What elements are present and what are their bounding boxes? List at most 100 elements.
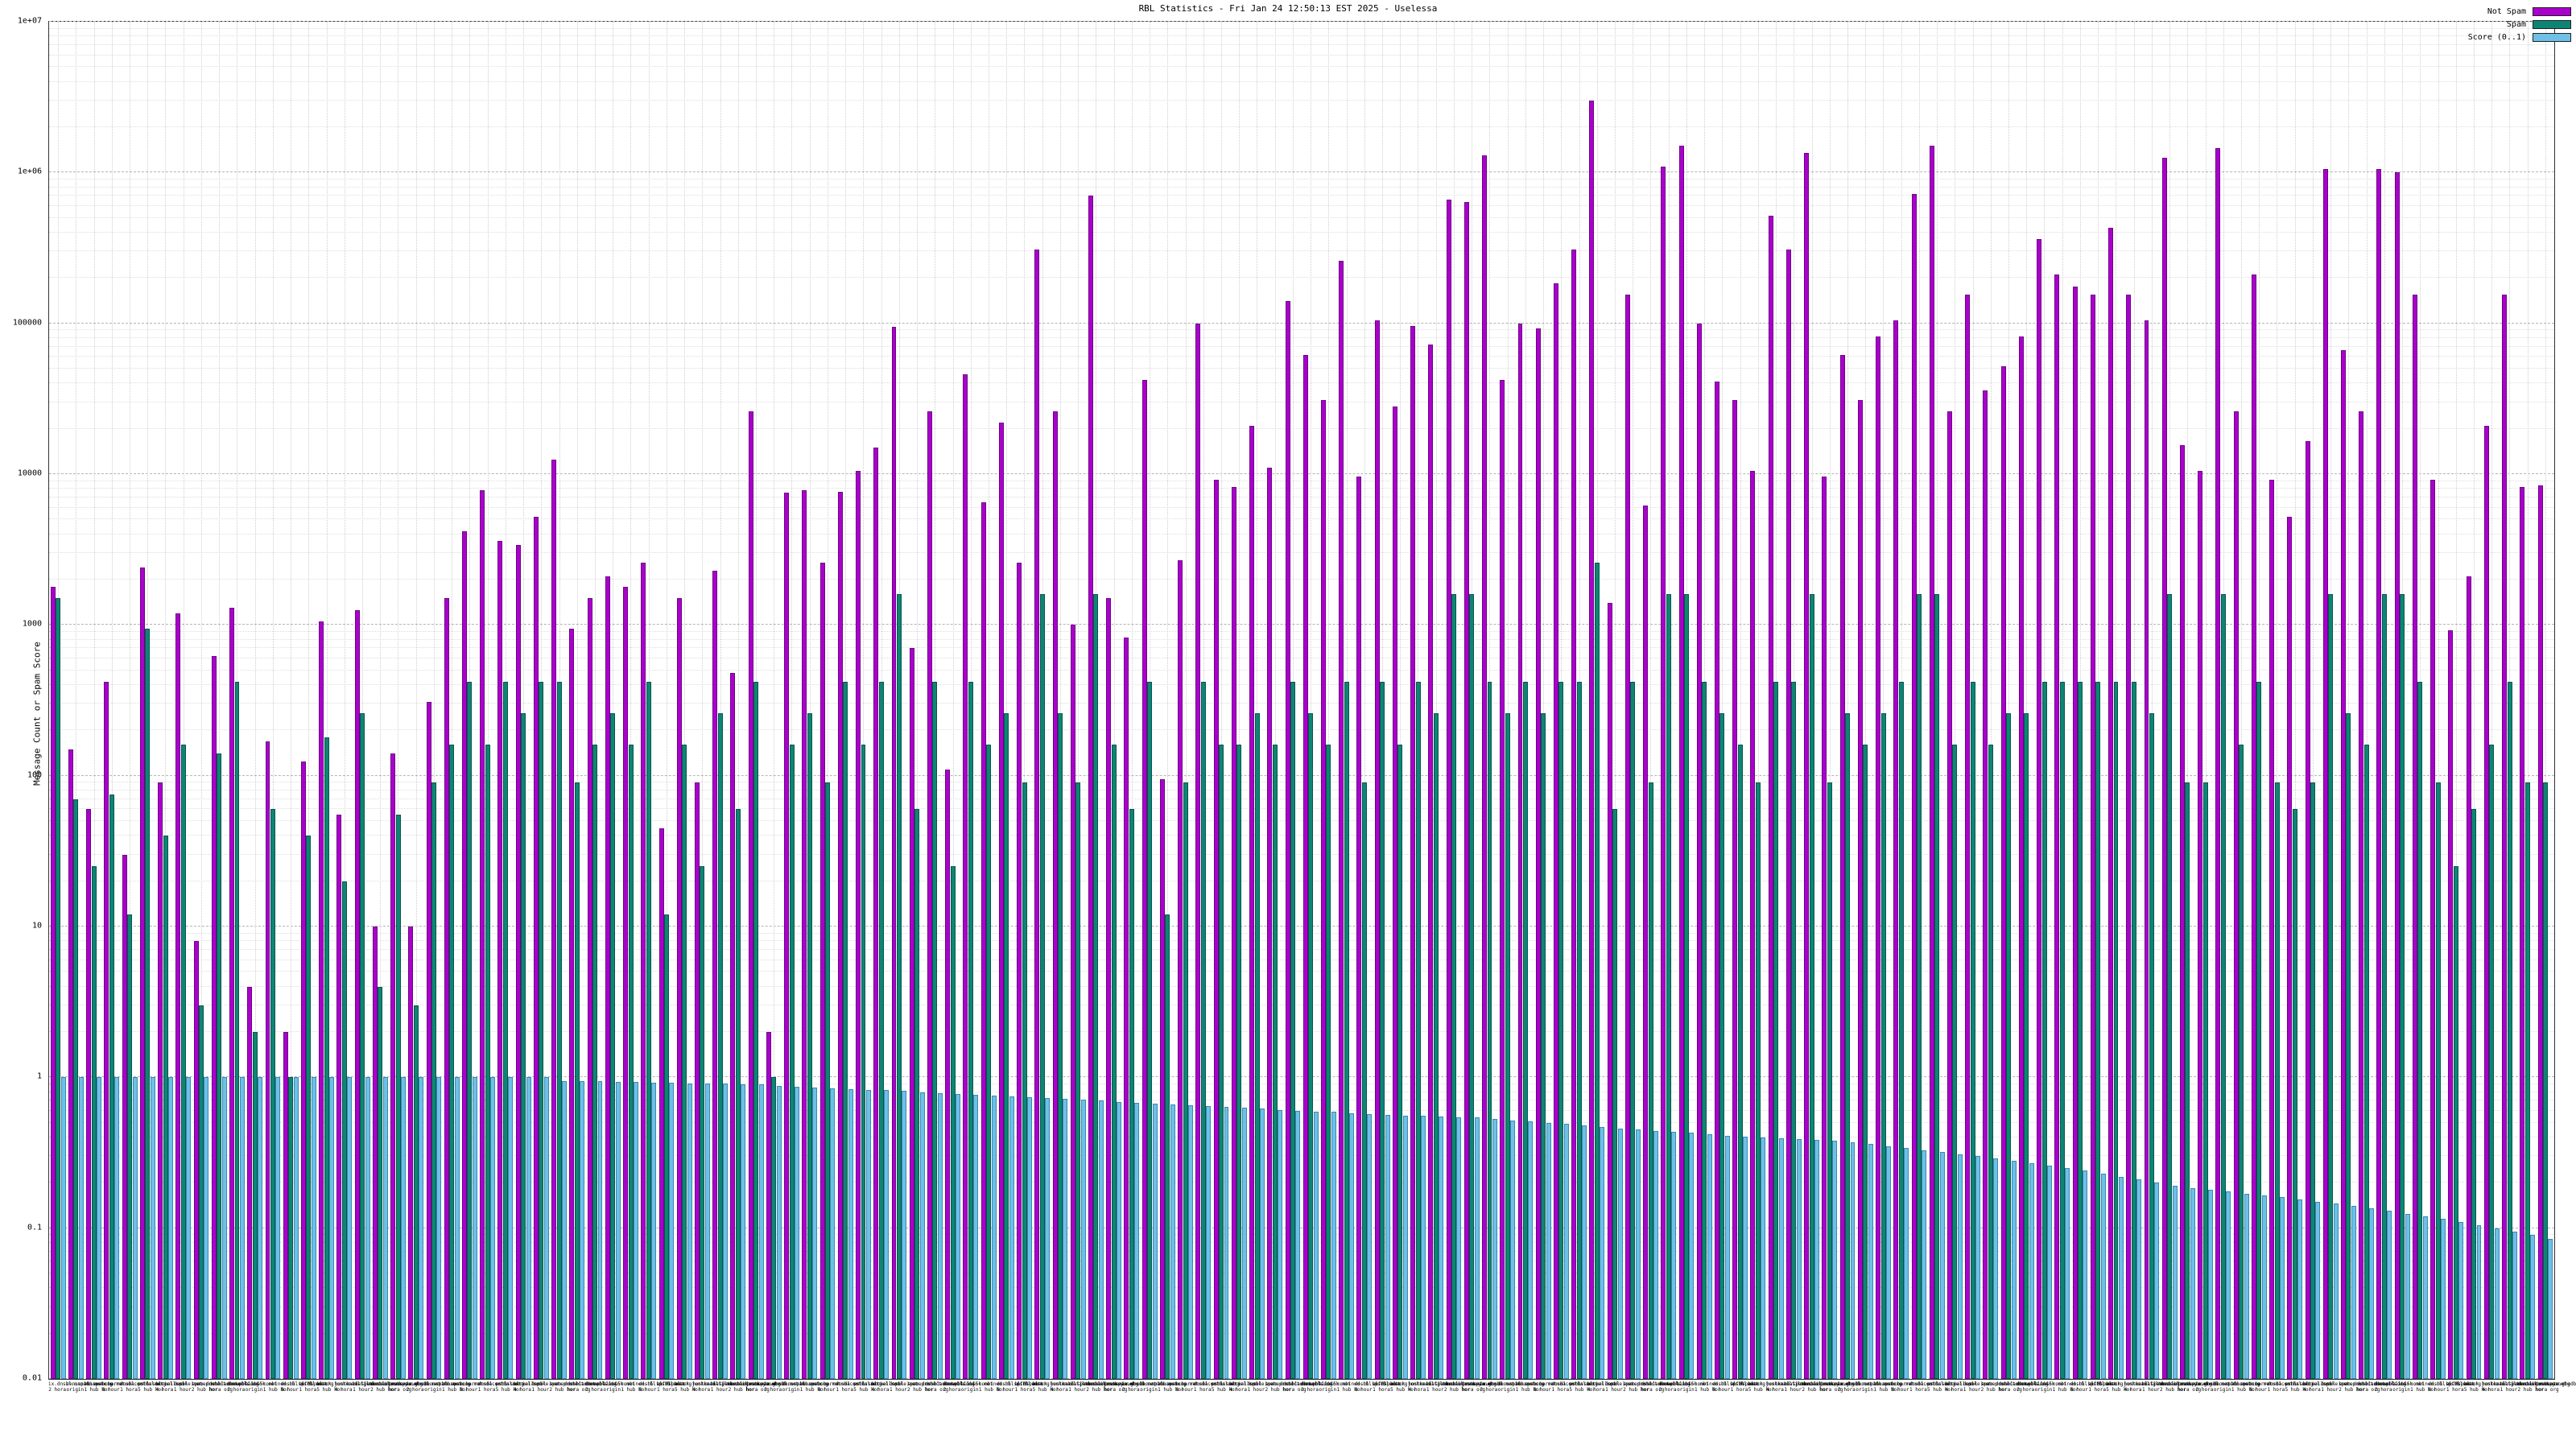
bar-group — [1284, 22, 1302, 1379]
bar-group — [621, 22, 639, 1379]
x-tick-label: bl.0spam.org 1 hora — [656, 1381, 692, 1393]
bar-spam — [1433, 712, 1439, 1379]
bar-not-spam — [1822, 477, 1827, 1379]
bar-group — [1660, 22, 1678, 1379]
gridline-vertical — [1131, 22, 1133, 1379]
bar-not-spam — [1070, 625, 1075, 1379]
x-tick-label: db.wpbl.info 2 hora — [1658, 1381, 1694, 1393]
bar-spam — [807, 712, 812, 1379]
bar-not-spam — [873, 448, 879, 1379]
x-tick-label: bl.0spam.org 1 hora — [2446, 1381, 2481, 1393]
bar-group — [1606, 22, 1624, 1379]
bar-score-0-1- — [2226, 1191, 2231, 1379]
bar-score-0-1- — [633, 1082, 638, 1379]
bar-not-spam — [1428, 345, 1434, 1379]
bar-not-spam — [2018, 336, 2024, 1379]
bar-score-0-1- — [1402, 1115, 1408, 1379]
x-tick-label: hostkarma.junkemail.com 4 hora — [1408, 1381, 1476, 1393]
bar-spam — [682, 745, 687, 1379]
bar-score-0-1- — [1707, 1133, 1712, 1379]
x-tick-label: dnsbl-1.uceprotect.net 1 hour — [1963, 1381, 2027, 1393]
x-tick-label: dnsbl.justspam.org 2 hub hor — [728, 1381, 781, 1393]
y-axis-tick-labels: 0.01 0.1 1 10 100 1000 10000 100000 1e+06 1e+07 — [0, 17, 45, 1383]
bar-group — [299, 22, 317, 1379]
bar-spam — [753, 681, 759, 1379]
x-tick-label: all.s5h.net origin — [960, 1381, 993, 1393]
x-tick-label: db.wpbl.info 2 hora — [943, 1381, 978, 1393]
bar-group — [1928, 22, 1946, 1379]
x-tick-label: dnsbl.sorbs.net 1 hora — [1193, 1381, 1237, 1393]
bar-score-0-1- — [597, 1081, 603, 1379]
bar-score-0-1- — [1975, 1156, 1981, 1379]
y-tick-label: 0.01 — [22, 1373, 42, 1383]
bar-not-spam — [50, 586, 56, 1379]
bar-group — [2411, 22, 2429, 1379]
x-tick-label: b.barracudacentral.org 8 hour — [1533, 1381, 1598, 1393]
bar-not-spam — [1141, 380, 1147, 1379]
bar-score-0-1- — [2422, 1216, 2428, 1379]
bar-group — [640, 22, 658, 1379]
x-tick-label: black.junkemailfilter.com 5 hub hor — [1390, 1381, 1463, 1393]
bar-score-0-1- — [2530, 1235, 2536, 1379]
gridline-minor — [49, 54, 2554, 56]
bar-spam — [2185, 782, 2190, 1379]
bar-group — [604, 22, 621, 1379]
bar-score-0-1- — [2405, 1213, 2410, 1379]
bar-score-0-1- — [1063, 1099, 1068, 1379]
bar-score-0-1- — [991, 1095, 997, 1379]
bar-score-0-1- — [687, 1083, 692, 1379]
bar-not-spam — [1804, 152, 1810, 1379]
bar-not-spam — [2394, 172, 2400, 1379]
bar-score-0-1- — [1761, 1137, 1766, 1379]
bar-score-0-1- — [1098, 1100, 1104, 1379]
bar-group — [1034, 22, 1051, 1379]
bar-group — [2429, 22, 2446, 1379]
x-tick-label: zen.spamhaus.org origin — [1856, 1381, 1902, 1393]
bar-not-spam — [1285, 301, 1290, 1379]
x-tick-label: psbl.surriel.com 5 hub hor — [495, 1381, 543, 1393]
bar-score-0-1- — [1152, 1103, 1158, 1379]
bar-group — [264, 22, 282, 1379]
bar-score-0-1- — [1617, 1128, 1623, 1379]
bar-score-0-1- — [1206, 1106, 1212, 1379]
bar-group — [2357, 22, 2375, 1379]
x-tick-label: bl.spameatingmonkey.net 1 hour — [1068, 1381, 1136, 1393]
bar-group — [908, 22, 926, 1379]
bar-group — [1767, 22, 1785, 1379]
bar-spam — [2507, 681, 2512, 1379]
gridline-vertical — [917, 22, 919, 1379]
x-tick-label: psbl.surriel.com 5 hub hor — [138, 1381, 184, 1393]
bar-spam — [2113, 681, 2119, 1379]
bar-spam — [2400, 594, 2405, 1379]
bar-score-0-1- — [1743, 1136, 1748, 1379]
bar-spam — [1344, 681, 1349, 1379]
gridline-vertical — [1274, 22, 1276, 1379]
bar-not-spam — [963, 374, 968, 1379]
bar-score-0-1- — [1026, 1096, 1032, 1379]
bar-score-0-1- — [704, 1084, 710, 1379]
bar-not-spam — [158, 782, 163, 1379]
bar-spam — [2149, 712, 2154, 1379]
gridline-vertical — [594, 22, 596, 1379]
x-tick-label: bl.spameatingmonkey.net 1 hour — [1784, 1381, 1852, 1393]
bar-score-0-1- — [543, 1077, 549, 1379]
x-tick-label: psbl.surriel.com 5 hub hor — [1927, 1381, 1974, 1393]
bar-not-spam — [802, 490, 807, 1379]
bar-group — [2107, 22, 2124, 1379]
x-tick-label: dnsbl.justspam.org 2 hub hor — [1443, 1381, 1496, 1393]
x-tick-label: dnsbl.sorbs.net 1 hora — [119, 1381, 164, 1393]
bar-group — [2500, 22, 2518, 1379]
bar-spam — [2292, 809, 2297, 1379]
x-tick-label: dnsbl.sorbs.net 1 hora — [836, 1381, 880, 1393]
bar-score-0-1- — [60, 1077, 66, 1379]
bar-group — [1445, 22, 1463, 1379]
bar-not-spam — [1500, 380, 1505, 1379]
bar-spam — [843, 681, 848, 1379]
bar-spam — [1022, 782, 1027, 1379]
bar-spam — [1290, 681, 1295, 1379]
bar-group — [1946, 22, 1963, 1379]
x-tick-label: b.barracudacentral.org 8 hour — [1175, 1381, 1240, 1393]
bar-spam — [1558, 681, 1564, 1379]
bar-not-spam — [1965, 295, 1971, 1379]
bar-score-0-1- — [2494, 1228, 2500, 1379]
